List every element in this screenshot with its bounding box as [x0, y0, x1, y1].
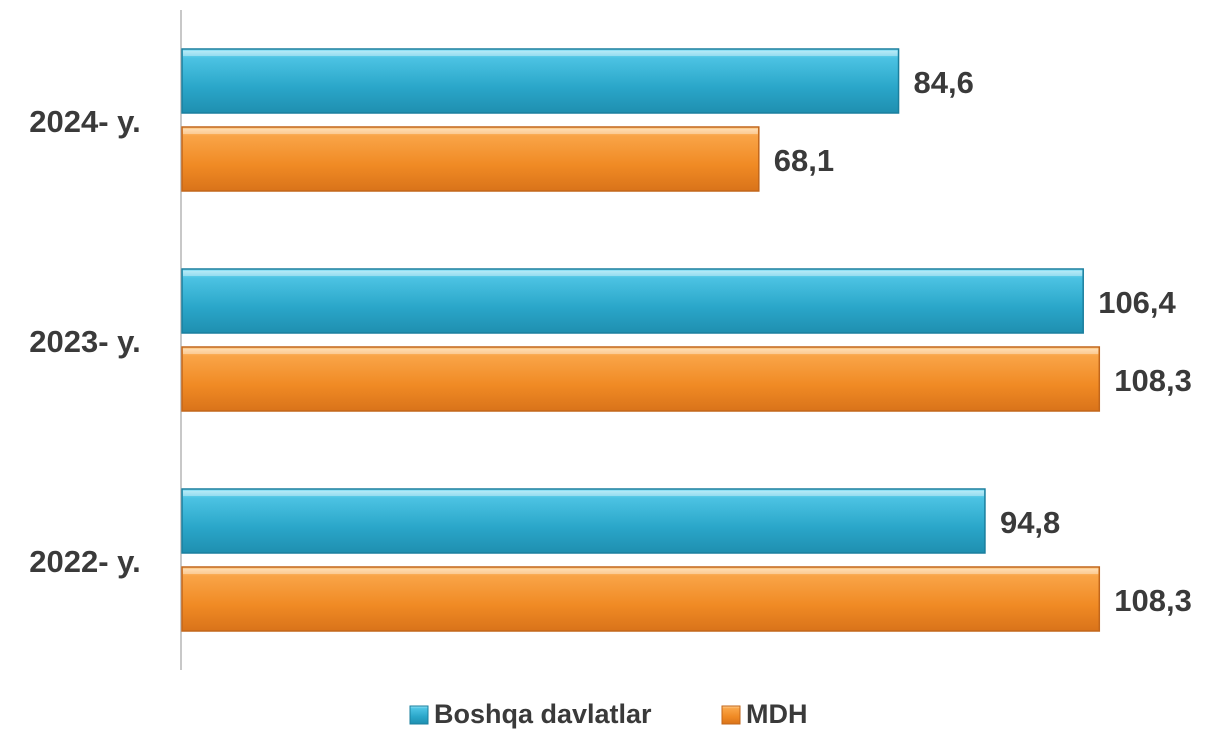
bar [181, 126, 760, 192]
bar-highlight [183, 491, 984, 496]
data-label: 94,8 [1000, 505, 1060, 540]
legend-label: MDH [746, 699, 808, 729]
bar [181, 488, 986, 554]
data-label: 68,1 [774, 143, 834, 178]
labels-layer: 2024- y. 84,6 68,1 2023- y. 106,4 108,3 2022- … [29, 65, 1192, 618]
category-tick-label: 2024- y. [29, 104, 140, 139]
category-tick-label: 2023- y. [29, 324, 140, 359]
legend-label: Boshqa davlatlar [434, 699, 652, 729]
legend: Boshqa davlatlar MDH [409, 699, 808, 729]
bar [181, 566, 1101, 632]
bars-layer [181, 48, 1101, 632]
bar-highlight [183, 129, 758, 134]
data-label: 106,4 [1098, 285, 1176, 320]
bar-highlight [183, 271, 1083, 276]
data-label: 108,3 [1114, 363, 1192, 398]
bar-highlight [183, 51, 898, 56]
bar [181, 346, 1101, 412]
bar [181, 48, 900, 114]
data-label: 108,3 [1114, 583, 1192, 618]
legend-swatch [409, 705, 429, 725]
data-label: 84,6 [914, 65, 974, 100]
bar-highlight [183, 349, 1099, 354]
bar-highlight [183, 569, 1099, 574]
bar [181, 268, 1084, 334]
category-tick-label: 2022- y. [29, 544, 140, 579]
legend-swatch [721, 705, 741, 725]
